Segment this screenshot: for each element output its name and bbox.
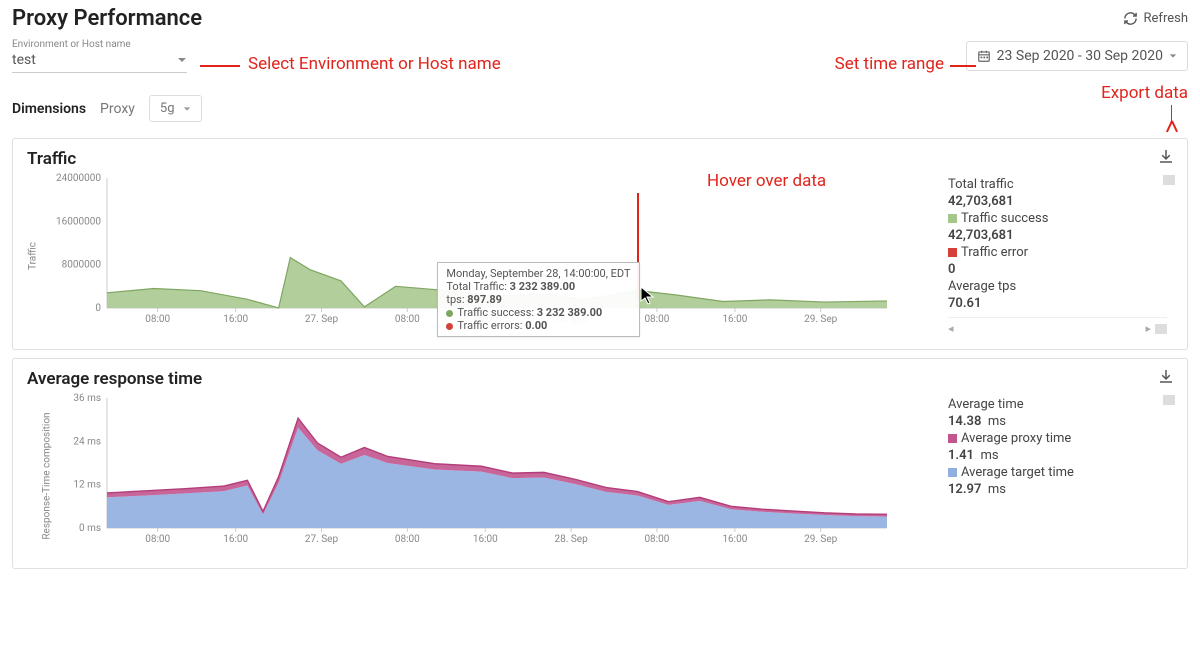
scrollbar-thumb[interactable] [1163, 175, 1175, 185]
stats-hscroll[interactable]: ◂ ▸ [948, 317, 1167, 335]
dimensions-proxy-label: Proxy [100, 101, 135, 117]
svg-text:29. Sep: 29. Sep [804, 314, 838, 325]
annotation-set-range: Set time range [835, 54, 944, 74]
env-field-label: Environment or Host name [12, 39, 187, 50]
env-select[interactable]: test [12, 50, 187, 73]
svg-text:08:00: 08:00 [395, 314, 420, 325]
traffic-stats: Total traffic 42,703,681 Traffic success… [937, 173, 1173, 339]
response-stats: Average time 14.38 ms Average proxy time… [937, 393, 1173, 558]
annotation-hover-data: Hover over data [707, 171, 826, 191]
env-select-value: test [12, 52, 36, 68]
svg-text:08:00: 08:00 [644, 534, 669, 545]
svg-text:0 ms: 0 ms [79, 523, 101, 534]
traffic-export-button[interactable] [1157, 147, 1175, 169]
stat-total-traffic-value: 42,703,681 [948, 194, 1167, 209]
date-range-text: 23 Sep 2020 - 30 Sep 2020 [997, 48, 1163, 64]
traffic-panel-title: Traffic [13, 139, 1187, 173]
svg-text:28. Sep: 28. Sep [554, 534, 588, 545]
stat-total-traffic-label: Total traffic [948, 177, 1167, 192]
scrollbar-thumb[interactable] [1163, 395, 1175, 405]
svg-text:27. Sep: 27. Sep [305, 534, 339, 545]
annotation-select-env: Select Environment or Host name [248, 54, 501, 74]
download-icon [1157, 147, 1175, 165]
traffic-panel: Traffic Traffic 0 8000000 16000000 24000000… [12, 138, 1188, 350]
stat-proxy-value: 1.41 [948, 448, 974, 463]
response-y-axis-label: Response-Time composition [42, 406, 53, 546]
dimensions-label: Dimensions [12, 101, 86, 117]
stat-avgtime-value: 14.38 [948, 414, 981, 429]
svg-text:27. Sep: 27. Sep [305, 314, 339, 325]
stat-avgtps-value: 70.61 [948, 296, 1167, 311]
stat-error-value: 0 [948, 262, 1167, 277]
svg-text:16:00: 16:00 [473, 314, 498, 325]
refresh-icon [1123, 11, 1138, 26]
chevron-down-icon [1169, 52, 1177, 60]
annotation-line [1171, 105, 1173, 121]
stat-proxy-unit: ms [980, 448, 998, 463]
svg-text:16000000: 16000000 [56, 216, 101, 227]
legend-square-target [948, 468, 957, 477]
traffic-y-axis-label: Traffic [28, 241, 39, 269]
annotation-line [950, 65, 976, 67]
refresh-button[interactable]: Refresh [1123, 11, 1188, 26]
annotation-export-data: Export data [1101, 83, 1188, 103]
svg-text:16:00: 16:00 [473, 534, 498, 545]
stat-avgtps-label: Average tps [948, 279, 1167, 294]
svg-text:29. Sep: 29. Sep [804, 534, 838, 545]
svg-text:24 ms: 24 ms [73, 436, 101, 447]
response-panel-title: Average response time [13, 359, 1187, 393]
chevron-down-icon [183, 105, 191, 113]
annotation-line [1171, 121, 1177, 133]
response-chart[interactable]: 0 ms 12 ms 24 ms 36 ms 08:00 16:00 27. Sep 08:0… [27, 393, 897, 553]
chevron-right-icon: ▸ [1145, 322, 1151, 335]
stat-error-label: Traffic error [961, 245, 1028, 260]
proxy-select-value: 5g [160, 101, 175, 116]
svg-text:12 ms: 12 ms [73, 480, 101, 491]
proxy-select[interactable]: 5g [149, 95, 202, 122]
stat-target-value: 12.97 [948, 482, 981, 497]
stat-proxy-label: Average proxy time [961, 431, 1071, 446]
download-icon [1157, 367, 1175, 385]
svg-text:16:00: 16:00 [223, 534, 248, 545]
scrollbar-thumb[interactable] [1155, 324, 1167, 334]
svg-text:8000000: 8000000 [62, 260, 102, 271]
stat-success-value: 42,703,681 [948, 228, 1167, 243]
svg-text:08:00: 08:00 [145, 534, 170, 545]
chevron-left-icon: ◂ [948, 322, 954, 335]
legend-square-proxy [948, 434, 957, 443]
legend-square-error [948, 248, 957, 257]
stat-avgtime-label: Average time [948, 397, 1167, 412]
svg-text:16:00: 16:00 [722, 534, 747, 545]
stat-target-unit: ms [988, 482, 1006, 497]
calendar-icon [977, 49, 991, 63]
traffic-chart[interactable]: 0 8000000 16000000 24000000 08:00 16:00 27. Se… [27, 173, 897, 333]
svg-text:08:00: 08:00 [644, 314, 669, 325]
svg-text:16:00: 16:00 [223, 314, 248, 325]
annotation-line [200, 65, 240, 67]
svg-text:16:00: 16:00 [722, 314, 747, 325]
svg-text:08:00: 08:00 [145, 314, 170, 325]
refresh-label: Refresh [1144, 11, 1188, 26]
response-panel: Average response time Response-Time comp… [12, 358, 1188, 569]
svg-text:24000000: 24000000 [56, 173, 101, 184]
stat-avgtime-unit: ms [988, 414, 1006, 429]
svg-text:08:00: 08:00 [395, 534, 420, 545]
svg-text:28. Sep: 28. Sep [554, 314, 588, 325]
date-range-picker[interactable]: 23 Sep 2020 - 30 Sep 2020 [966, 41, 1188, 71]
annotation-line [637, 193, 639, 299]
page-title: Proxy Performance [12, 6, 202, 31]
svg-text:36 ms: 36 ms [73, 393, 101, 404]
response-export-button[interactable] [1157, 367, 1175, 389]
legend-square-success [948, 214, 957, 223]
svg-text:0: 0 [95, 303, 101, 314]
chevron-down-icon [177, 55, 187, 65]
stat-target-label: Average target time [961, 465, 1074, 480]
stat-success-label: Traffic success [961, 211, 1048, 226]
